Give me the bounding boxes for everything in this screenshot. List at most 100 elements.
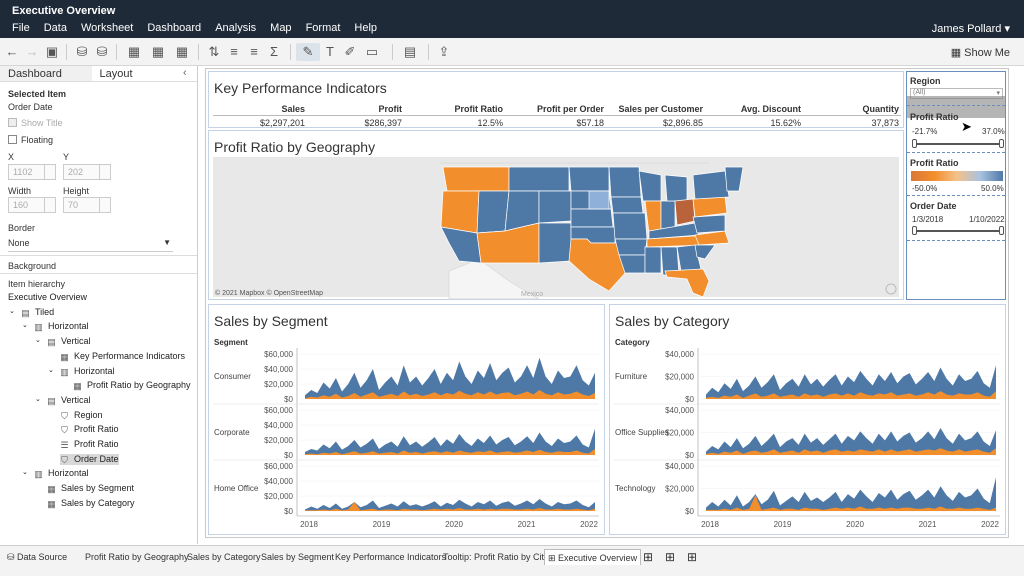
state-nd[interactable] xyxy=(568,166,610,192)
fit-icon[interactable]: ▭ xyxy=(365,44,379,59)
user-menu[interactable]: James Pollard ▾ xyxy=(931,23,1010,35)
state-ca-s[interactable] xyxy=(440,226,482,264)
tree-item[interactable]: ▦ Profit Ratio by Geography xyxy=(73,380,190,391)
tab-data-source[interactable]: ⛁ Data Source xyxy=(7,552,68,562)
show-me-button[interactable]: ▦ Show Me xyxy=(950,47,1010,59)
area-blue-series[interactable] xyxy=(305,428,595,455)
sort-asc-icon[interactable]: ≡ xyxy=(230,44,238,59)
back-icon[interactable]: ← xyxy=(5,44,19,59)
chevron-down-icon[interactable]: ⌄ xyxy=(9,307,15,315)
x-input[interactable]: 1102 xyxy=(8,164,56,180)
collapse-icon[interactable]: ‹ xyxy=(183,67,187,79)
swap-icon[interactable]: ⇅ xyxy=(208,44,220,59)
tree-item[interactable]: ▦ Key Performance Indicators xyxy=(60,351,185,362)
od-handle-right[interactable] xyxy=(999,226,1004,235)
tab-sales-by-category[interactable]: Sales by Category xyxy=(187,552,261,562)
menu-map[interactable]: Map xyxy=(270,22,292,34)
slider-handle-right[interactable] xyxy=(999,139,1004,148)
tree-item[interactable]: ⌄ ▥ Horizontal xyxy=(22,468,89,479)
show-title-checkbox[interactable] xyxy=(8,118,17,127)
clear-icon[interactable]: ▦ xyxy=(175,44,189,59)
state-mt[interactable] xyxy=(508,166,570,192)
pause-updates-icon[interactable]: ⛁ xyxy=(96,44,108,59)
duplicate-icon[interactable]: ▦ xyxy=(151,44,165,59)
area-orange-series[interactable] xyxy=(305,449,595,455)
border-dropdown[interactable]: None ▼ xyxy=(8,238,173,252)
chevron-down-icon[interactable]: ⌄ xyxy=(35,337,41,345)
state-in[interactable] xyxy=(660,200,676,230)
forward-icon[interactable]: → xyxy=(25,44,39,59)
menu-worksheet[interactable]: Worksheet xyxy=(80,22,134,34)
tree-item[interactable]: ⌄ ▤ Vertical xyxy=(35,336,91,347)
chevron-down-icon[interactable]: ⌄ xyxy=(35,395,41,403)
kpi-panel[interactable]: Key Performance Indicators Sales $2,297,2… xyxy=(208,71,904,128)
area-orange-series[interactable] xyxy=(706,391,996,399)
share-icon[interactable]: ⇪ xyxy=(438,44,450,59)
tree-item[interactable]: ⛉ Order Date xyxy=(60,453,119,465)
labels-icon[interactable]: T xyxy=(326,44,334,59)
tree-item[interactable]: ⌄ ▤ Tiled xyxy=(9,307,54,318)
width-input[interactable]: 160 xyxy=(8,197,56,213)
chevron-down-icon[interactable]: ⌄ xyxy=(22,469,28,477)
area-orange-series[interactable] xyxy=(706,448,996,455)
state-light[interactable] xyxy=(588,190,610,210)
area-blue-series[interactable] xyxy=(706,477,996,511)
new-story-tab-icon[interactable]: ⊞ xyxy=(687,550,698,564)
floating-checkbox[interactable] xyxy=(8,135,17,144)
state-ms[interactable] xyxy=(644,246,662,274)
sales-by-segment-panel[interactable]: Sales by Segment Segment Consumer $60,000 $4… xyxy=(208,304,605,535)
tree-item[interactable]: ⛉ Profit Ratio xyxy=(60,424,118,435)
tab-executive-overview[interactable]: ⊞ Executive Overview xyxy=(544,549,642,565)
new-worksheet-tab-icon[interactable]: ⊞ xyxy=(643,550,654,564)
area-orange-series[interactable] xyxy=(706,495,996,511)
state-sc[interactable] xyxy=(694,244,716,260)
highlight-icon[interactable]: ✎ xyxy=(296,43,320,61)
state-ny[interactable] xyxy=(692,170,730,200)
menu-dashboard[interactable]: Dashboard xyxy=(147,22,202,34)
tab-tooltip[interactable]: Tooltip: Profit Ratio by City xyxy=(443,552,549,562)
state-wi[interactable] xyxy=(638,170,662,202)
new-worksheet-icon[interactable]: ▦ xyxy=(127,44,141,59)
area-orange-series[interactable] xyxy=(305,390,595,399)
state-nm[interactable] xyxy=(538,222,572,264)
state-oh[interactable] xyxy=(674,198,696,226)
tree-item[interactable]: ▦ Sales by Segment xyxy=(47,483,134,494)
menu-format[interactable]: Format xyxy=(305,22,341,34)
area-orange-series[interactable] xyxy=(305,502,595,511)
tree-item[interactable]: ▦ Sales by Category xyxy=(47,498,134,509)
state-mi[interactable] xyxy=(664,174,688,202)
presentation-icon[interactable]: ▤ xyxy=(403,44,417,59)
tab-layout[interactable]: Layout xyxy=(91,66,183,81)
tab-profit-ratio-by-geography[interactable]: Profit Ratio by Geography xyxy=(85,552,189,562)
tab-dashboard[interactable]: Dashboard xyxy=(0,66,92,81)
state-wa-or[interactable] xyxy=(442,166,510,192)
new-dashboard-tab-icon[interactable]: ⊞ xyxy=(665,550,676,564)
tab-kpi[interactable]: Key Performance Indicators xyxy=(335,552,447,562)
state-nc[interactable] xyxy=(694,230,730,246)
tree-item[interactable]: Executive Overview xyxy=(8,292,87,302)
menu-data[interactable]: Data xyxy=(43,22,67,34)
menu-analysis[interactable]: Analysis xyxy=(215,22,257,34)
save-icon[interactable]: ▣ xyxy=(45,44,59,59)
state-ca-n[interactable] xyxy=(440,190,480,234)
state-az[interactable] xyxy=(476,222,540,264)
area-blue-series[interactable] xyxy=(305,357,595,399)
state-va[interactable] xyxy=(692,214,726,234)
chevron-down-icon[interactable]: ⌄ xyxy=(48,366,54,374)
tree-item[interactable]: ⌄ ▥ Horizontal xyxy=(22,321,89,332)
state-co-wy[interactable] xyxy=(538,190,572,224)
tree-item[interactable]: ⌄ ▥ Horizontal xyxy=(48,366,115,377)
tab-sales-by-segment[interactable]: Sales by Segment xyxy=(261,552,335,562)
sales-by-category-panel[interactable]: Sales by Category Category Furniture $40,00… xyxy=(609,304,1006,535)
chevron-down-icon[interactable]: ⌄ xyxy=(22,322,28,330)
annotate-icon[interactable]: ✐ xyxy=(344,44,356,59)
state-ia[interactable] xyxy=(610,196,644,214)
state-ne-states[interactable] xyxy=(724,166,744,192)
state-ar[interactable] xyxy=(614,238,648,256)
y-input[interactable]: 202 xyxy=(63,164,111,180)
state-nv-id[interactable] xyxy=(476,190,510,234)
area-blue-series[interactable] xyxy=(706,428,996,455)
info-icon[interactable] xyxy=(885,283,897,295)
od-handle-left[interactable] xyxy=(912,226,917,235)
profit-ratio-slider[interactable] xyxy=(914,143,1002,145)
